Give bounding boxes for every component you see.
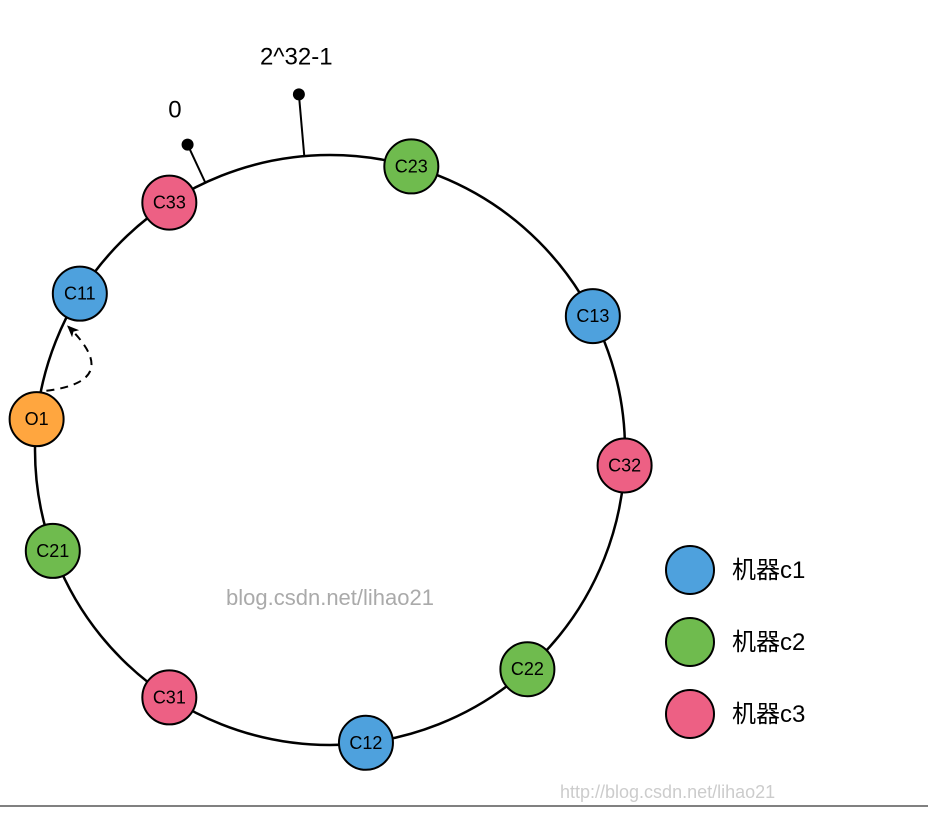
ring-node-c23: C23: [384, 139, 438, 193]
ring-marker-tick: [188, 145, 206, 183]
ring-node-c13: C13: [566, 289, 620, 343]
legend-item: 机器c1: [666, 546, 805, 594]
consistent-hash-diagram: 0 2^32-1 C23 C13 C32 C22 C12 C31 C21 O1 C11 C33 blog…: [0, 0, 928, 814]
legend-label: 机器c2: [732, 629, 805, 656]
ring-node-label: C22: [511, 659, 544, 679]
ring-node-c22: C22: [500, 642, 554, 696]
ring-node-label: C32: [608, 455, 641, 475]
ring-node-c31: C31: [142, 670, 196, 724]
legend-label: 机器c1: [732, 557, 805, 584]
ring-marker-tick: [299, 94, 304, 156]
ring-node-c12: C12: [339, 716, 393, 770]
legend-item: 机器c2: [666, 618, 805, 666]
ring-marker-label: 2^32-1: [260, 43, 333, 70]
legend-swatch: [666, 618, 714, 666]
ring-node-label: C21: [36, 541, 69, 561]
lookup-arrow: [46, 327, 91, 391]
ring-node-label: C31: [153, 687, 186, 707]
ring-node-c21: C21: [26, 524, 80, 578]
legend-label: 机器c3: [732, 701, 805, 728]
ring-node-label: C13: [576, 306, 609, 326]
ring-node-label: C11: [64, 284, 96, 304]
legend-item: 机器c3: [666, 690, 805, 738]
watermark-footer: http://blog.csdn.net/lihao21: [560, 782, 775, 802]
ring-marker-dot: [293, 88, 305, 100]
ring-marker-dot: [182, 139, 194, 151]
ring-node-label: C33: [153, 193, 186, 213]
ring-node-c32: C32: [598, 438, 652, 492]
ring-node-c33: C33: [142, 176, 196, 230]
ring-node-label: C23: [395, 156, 428, 176]
watermark-center: blog.csdn.net/lihao21: [226, 585, 434, 610]
ring-node-o1: O1: [10, 392, 64, 446]
ring-node-c11: C11: [53, 267, 107, 321]
ring-node-label: C12: [349, 733, 382, 753]
legend-swatch: [666, 690, 714, 738]
ring-marker-label: 0: [168, 96, 181, 123]
ring-node-label: O1: [25, 409, 49, 429]
legend-swatch: [666, 546, 714, 594]
